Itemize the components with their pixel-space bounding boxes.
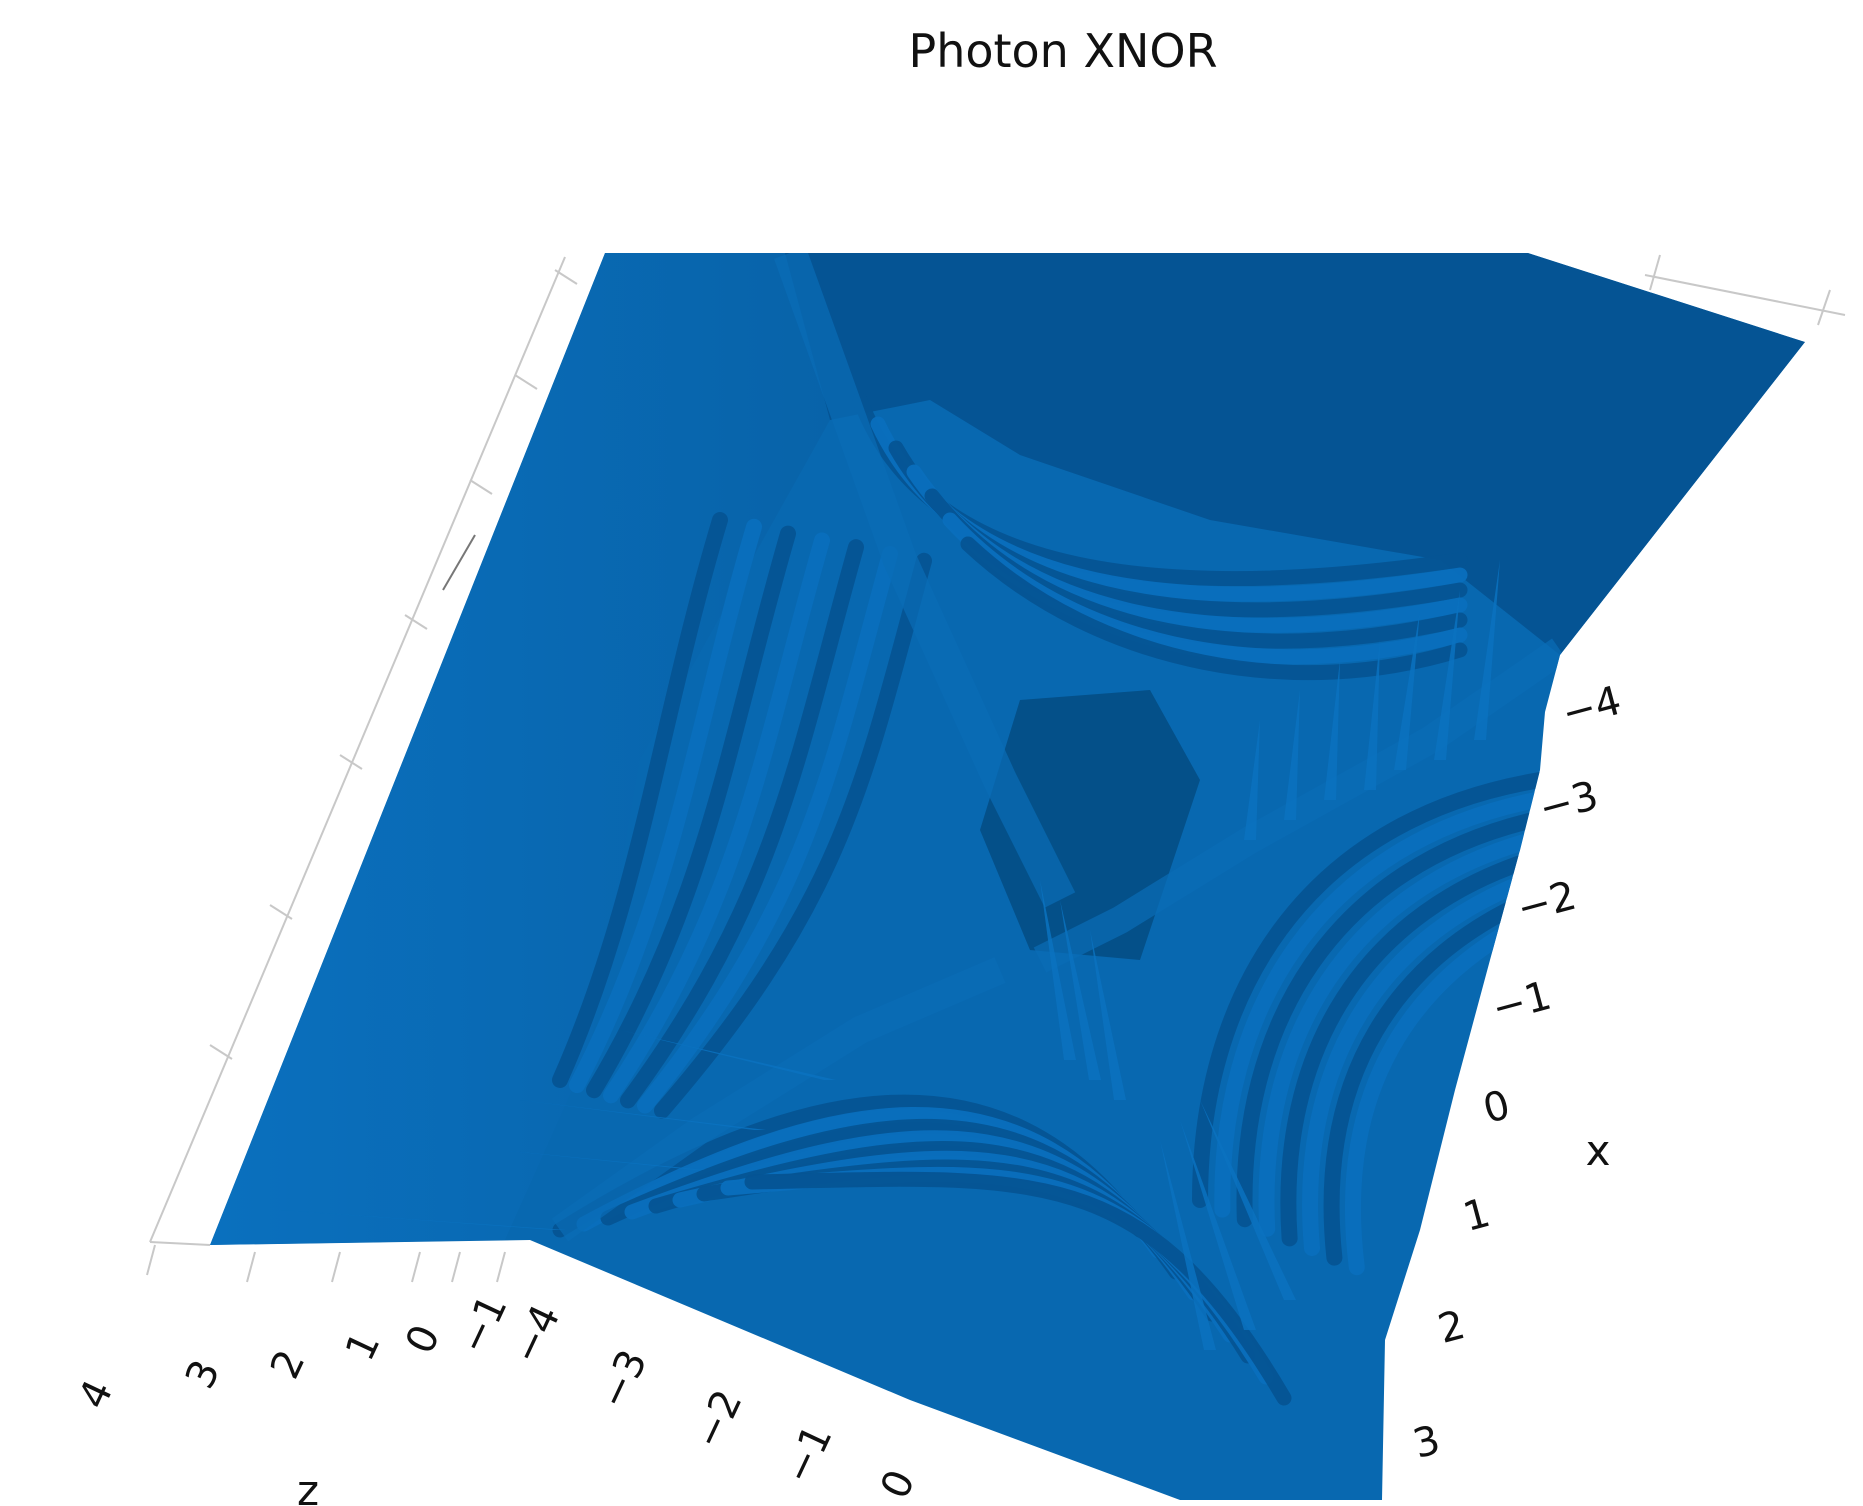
x-tick-label: −4 [1557,678,1626,738]
grid-tick [411,1251,421,1283]
x-tick-label: 3 [1408,1417,1444,1468]
x-tick-label: −3 [1534,773,1603,833]
y-tick-label: 0 [872,1463,924,1506]
surface-spike [1090,930,1126,1100]
chart-title: Photon XNOR [908,24,1218,78]
surface-spike [1160,1140,1216,1350]
ripple-band [569,518,762,1094]
grid-tick [514,374,538,390]
y-tick-label: −2 [685,1383,752,1456]
grid-tick [246,1251,256,1283]
grid-line [1817,289,1831,326]
grid-lines [146,254,1846,1283]
ridge [551,957,1006,1242]
surface-spike [1060,900,1101,1080]
surface-spike [1474,560,1500,740]
x-tick-label: 1 [1458,1190,1494,1241]
z-tick-label: 1 [337,1325,389,1368]
x-axis-label: x [1586,1126,1611,1175]
surface-spike [1284,690,1300,820]
grid-line [1644,274,1846,316]
grid-tick [451,1251,461,1283]
surface-spike [1324,660,1340,800]
grid-line [149,1241,211,1246]
surface-mesh [210,253,1805,1500]
x-tick-label: 2 [1433,1302,1469,1353]
grid-tick [146,1244,156,1276]
z-tick-label: 4 [70,1373,122,1416]
ripple-band [1280,848,1548,1247]
ripple-band [654,552,932,1119]
z-axis-line [149,256,566,1243]
ripple-band [586,525,796,1099]
ripple-band [552,512,728,1088]
surface-spike [1180,1120,1256,1330]
grid-tick [209,1044,233,1060]
z-tick-label: 3 [177,1353,229,1396]
grid-tick [469,479,493,495]
ripple-band [1192,772,1548,1208]
grid-tick [554,269,578,285]
ripple-band [1323,887,1548,1266]
ripple-band [1236,810,1548,1228]
surface-spike [1244,720,1260,840]
x-tick-label: −2 [1512,873,1581,933]
surface-spike [520,1100,766,1130]
grid-tick [404,614,428,630]
z-axis-label: z [297,1466,319,1506]
surface-spike [1434,590,1460,760]
surface-upper-plateau [785,253,1805,655]
z-tick-label: 0 [397,1318,449,1361]
ripple-band [620,539,864,1109]
ripple-band [1214,791,1548,1218]
surface-left-slope [210,253,830,1245]
ripple-band [603,532,830,1104]
surface-spike [280,1210,566,1230]
grid-tick [496,1251,506,1283]
surface-spike [620,1030,836,1080]
ripple-band [1258,829,1548,1237]
y-tick-label: −3 [590,1343,657,1416]
surface-spikes [280,560,1500,1350]
grid-tick [331,1251,341,1283]
grid-line [1649,254,1661,291]
ripple-band [1302,868,1548,1256]
ripple-band [637,546,898,1114]
surface-spike [1364,640,1380,790]
surface-spike [1040,880,1076,1060]
y-tick-label: −1 [775,1418,842,1491]
surface-spike [500,1150,706,1170]
x-tick-label: 0 [1478,1082,1514,1133]
grid-tick [339,754,363,770]
x-tick-label: −1 [1487,973,1556,1033]
ripple-band [744,1171,1292,1406]
ripple-band [960,536,1468,681]
ripple-band [1345,906,1548,1276]
ridge [774,253,1076,908]
grid-tick [269,904,293,920]
surface-spike [1200,1100,1296,1300]
surface-spike [1394,610,1420,770]
z-tick-label: 2 [262,1343,314,1386]
grid-line [442,534,476,591]
